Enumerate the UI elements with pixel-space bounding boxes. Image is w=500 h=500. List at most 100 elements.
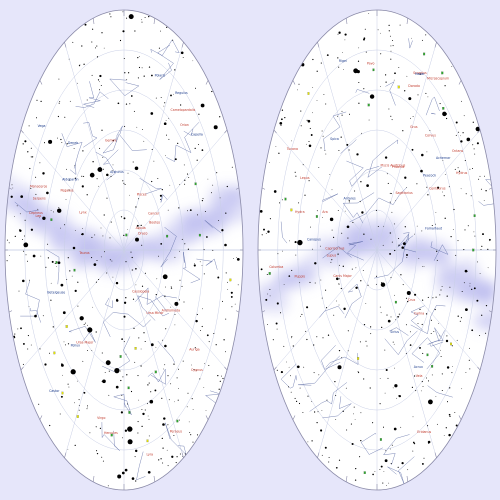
star: [421, 391, 422, 392]
milky-way-cloud: [426, 240, 453, 265]
star: [68, 449, 69, 450]
star: [195, 88, 196, 89]
star: [124, 126, 125, 127]
star: [314, 372, 315, 373]
star: [113, 277, 114, 278]
star: [126, 79, 127, 80]
star: [304, 195, 305, 196]
star: [320, 280, 321, 281]
star: [375, 471, 376, 472]
star: [151, 343, 154, 346]
star: [376, 276, 377, 277]
star: [165, 155, 166, 156]
star: [32, 156, 33, 157]
star: [145, 17, 146, 18]
star: [202, 265, 203, 266]
deep-sky-object: [54, 352, 56, 354]
star: [195, 320, 197, 322]
star: [227, 186, 228, 187]
deep-sky-object: [66, 325, 68, 327]
star: [221, 229, 223, 231]
star: [178, 369, 179, 370]
star: [97, 167, 102, 172]
star: [349, 201, 350, 202]
star: [231, 306, 232, 307]
star: [181, 51, 184, 54]
star: [338, 67, 339, 68]
star: [332, 230, 333, 231]
star: [110, 176, 111, 177]
star: [302, 412, 303, 413]
star: [413, 116, 414, 117]
star: [29, 306, 30, 307]
star: [19, 230, 21, 232]
star: [365, 303, 366, 304]
star: [122, 30, 124, 32]
star: [472, 168, 473, 169]
deep-sky-object: [450, 343, 452, 345]
star: [172, 40, 173, 41]
star: [99, 148, 100, 149]
star: [320, 246, 321, 247]
star: [480, 176, 481, 177]
star: [262, 234, 263, 235]
star: [488, 267, 489, 268]
star: [391, 193, 392, 194]
star: [270, 296, 271, 297]
star: [276, 323, 278, 325]
star: [20, 327, 22, 329]
star: [183, 301, 184, 302]
star: [192, 398, 193, 399]
star: [410, 331, 411, 332]
star: [126, 374, 127, 375]
star: [11, 196, 13, 198]
star: [61, 396, 63, 398]
star: [328, 335, 329, 336]
star: [407, 469, 408, 470]
star: [423, 386, 424, 387]
star: [124, 72, 125, 73]
star: [165, 287, 166, 288]
deep-sky-object: [427, 354, 429, 356]
star: [80, 65, 81, 66]
deep-sky-object: [441, 72, 443, 74]
star: [311, 440, 312, 441]
star: [206, 410, 207, 411]
star: [458, 240, 459, 241]
star: [164, 102, 165, 103]
star: [225, 212, 226, 213]
star: [288, 275, 290, 277]
deep-sky-object: [269, 272, 271, 274]
star: [212, 185, 213, 186]
star: [178, 207, 179, 208]
star: [62, 375, 63, 376]
star: [178, 388, 179, 389]
deep-sky-object: [126, 234, 128, 236]
star: [422, 266, 423, 267]
star: [412, 149, 414, 151]
star: [96, 426, 97, 427]
star: [381, 327, 382, 328]
deep-sky-object: [147, 440, 149, 442]
star: [57, 209, 61, 213]
star: [114, 368, 119, 373]
star: [95, 47, 96, 48]
star: [77, 306, 78, 307]
star: [391, 51, 392, 52]
star: [401, 462, 403, 464]
star: [474, 148, 475, 149]
star: [139, 67, 140, 68]
star: [394, 384, 397, 387]
star: [174, 401, 175, 402]
star: [370, 326, 371, 327]
star: [282, 199, 283, 200]
star-name-label: Regulus: [175, 91, 188, 95]
star: [238, 284, 239, 285]
star: [446, 427, 447, 428]
star: [419, 309, 420, 310]
star: [101, 257, 102, 258]
star: [167, 375, 168, 376]
star: [394, 295, 395, 296]
star: [135, 480, 136, 481]
star: [14, 337, 15, 338]
